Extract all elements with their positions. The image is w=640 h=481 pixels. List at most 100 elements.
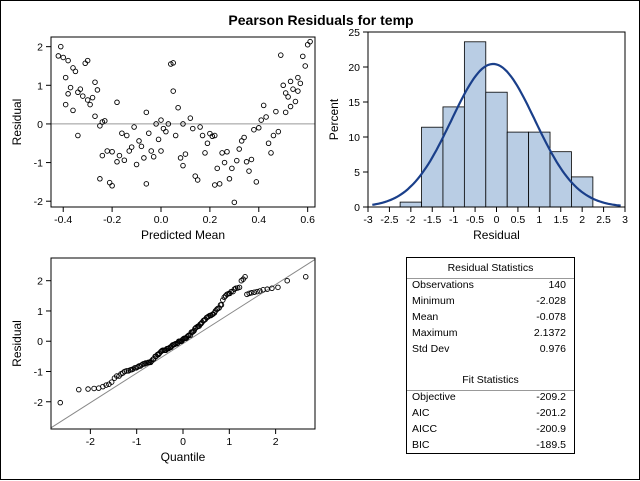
histogram-bar	[506, 131, 530, 208]
stat-row: Minimum -2.028	[412, 295, 566, 307]
residual-point	[241, 134, 247, 141]
residual-vs-mean-y-tick-label: 1	[37, 80, 43, 92]
residual-point	[94, 87, 101, 93]
residual-point	[89, 94, 96, 101]
residual-point	[229, 165, 235, 172]
qq-point	[236, 284, 243, 291]
histogram-y-tick-label: 0	[354, 202, 360, 214]
residual-point	[70, 107, 76, 114]
residual-vs-mean-y-tick-label: 0	[37, 119, 43, 131]
residual-point	[60, 54, 66, 61]
residual-point	[131, 124, 137, 130]
histogram-x-tick-label: 2	[579, 214, 585, 226]
histogram-x-tick-label: -0.5	[466, 214, 484, 226]
residual-point	[214, 165, 220, 172]
residual-point	[273, 108, 279, 115]
residual-point	[204, 140, 211, 146]
residual-point	[280, 82, 286, 89]
histogram-x-tick-label: -2	[406, 214, 415, 226]
residual-point	[234, 157, 240, 164]
histogram-x-tick-label: 0	[494, 214, 500, 226]
residual-point	[67, 84, 74, 91]
residual-point	[180, 162, 186, 169]
qq-point	[103, 382, 109, 388]
residual-point	[75, 89, 81, 95]
residual-point	[124, 132, 130, 139]
stat-label: Observations	[412, 279, 474, 291]
residual-point	[77, 86, 84, 92]
residual-point	[177, 155, 184, 161]
qq-point	[254, 288, 260, 295]
residual-vs-mean-x-axis-label: Predicted Mean	[141, 228, 225, 242]
residual-vs-mean-x-tick-label: 0.2	[203, 214, 218, 226]
residual-point	[126, 148, 132, 154]
qq-plot-y-tick-label: -1	[34, 366, 43, 378]
residual-point	[148, 148, 154, 154]
residual-point	[138, 143, 145, 150]
residual-point	[282, 109, 289, 116]
stat-value: -2.028	[536, 295, 566, 307]
qq-point	[85, 386, 91, 392]
residual-point	[97, 176, 103, 182]
residual-point	[212, 182, 218, 188]
residual-point	[270, 132, 277, 139]
histogram-bar	[463, 41, 487, 208]
residual-point	[221, 159, 228, 166]
qq-point	[220, 297, 226, 303]
histogram-y-tick-label: 5	[354, 167, 360, 179]
qq-plot-x-tick-label: -2	[86, 436, 95, 448]
qq-point	[108, 379, 115, 385]
stat-row: BIC -189.5	[412, 439, 566, 451]
qq-point	[284, 277, 290, 284]
residual-point	[150, 154, 157, 160]
qq-plot-x-tick-label: -1	[132, 436, 141, 448]
residual-point	[192, 173, 198, 179]
residual-point	[133, 161, 140, 168]
histogram-x-tick-label: 3	[622, 214, 628, 226]
chart-title: Pearson Residuals for temp	[228, 12, 414, 28]
residual-point	[99, 152, 106, 159]
stat-label: AIC	[412, 407, 430, 419]
residual-point	[160, 125, 167, 132]
residual-point	[109, 148, 115, 155]
qq-point	[91, 385, 97, 392]
stat-value: -0.078	[536, 311, 566, 323]
residual-point	[297, 80, 304, 87]
residual-point	[84, 57, 91, 64]
residual-point	[143, 181, 150, 187]
histogram-x-tick-label: 2.5	[596, 214, 611, 226]
qq-plot-x-tick-label: 0	[180, 436, 186, 448]
residual-point	[199, 132, 206, 139]
qq-point	[100, 383, 106, 390]
residual-point	[146, 130, 152, 136]
histogram-y-tick-label: 10	[348, 132, 360, 144]
residual-point	[170, 60, 176, 66]
residual-point	[224, 148, 230, 155]
residual-vs-mean-y-tick-label: -2	[34, 196, 43, 208]
qq-point	[114, 373, 120, 379]
residual-point	[116, 152, 123, 159]
residual-point	[114, 159, 120, 165]
qq-point	[218, 302, 225, 308]
stat-value: -189.5	[536, 439, 566, 451]
residual-point	[155, 136, 162, 143]
residual-point	[260, 102, 267, 109]
qq-plot-y-tick-label: 0	[37, 336, 43, 348]
residual-point	[141, 155, 147, 161]
residual-point	[243, 159, 250, 165]
divider	[407, 390, 574, 391]
stat-label: Mean	[412, 311, 439, 323]
residual-point	[302, 63, 308, 69]
qq-plot-y-tick-label: -2	[34, 397, 43, 409]
histogram-y-tick-label: 15	[348, 97, 360, 109]
histogram-bar	[421, 126, 444, 208]
residual-point	[136, 138, 142, 144]
residual-statistics-title: Residual Statistics	[447, 262, 534, 274]
stat-value: -201.2	[536, 407, 566, 419]
residual-point	[172, 132, 179, 139]
stat-value: 2.1372	[533, 327, 566, 339]
residual-point	[109, 182, 115, 189]
residual-point	[258, 117, 264, 123]
residual-point	[55, 53, 62, 59]
residual-point	[165, 121, 172, 127]
